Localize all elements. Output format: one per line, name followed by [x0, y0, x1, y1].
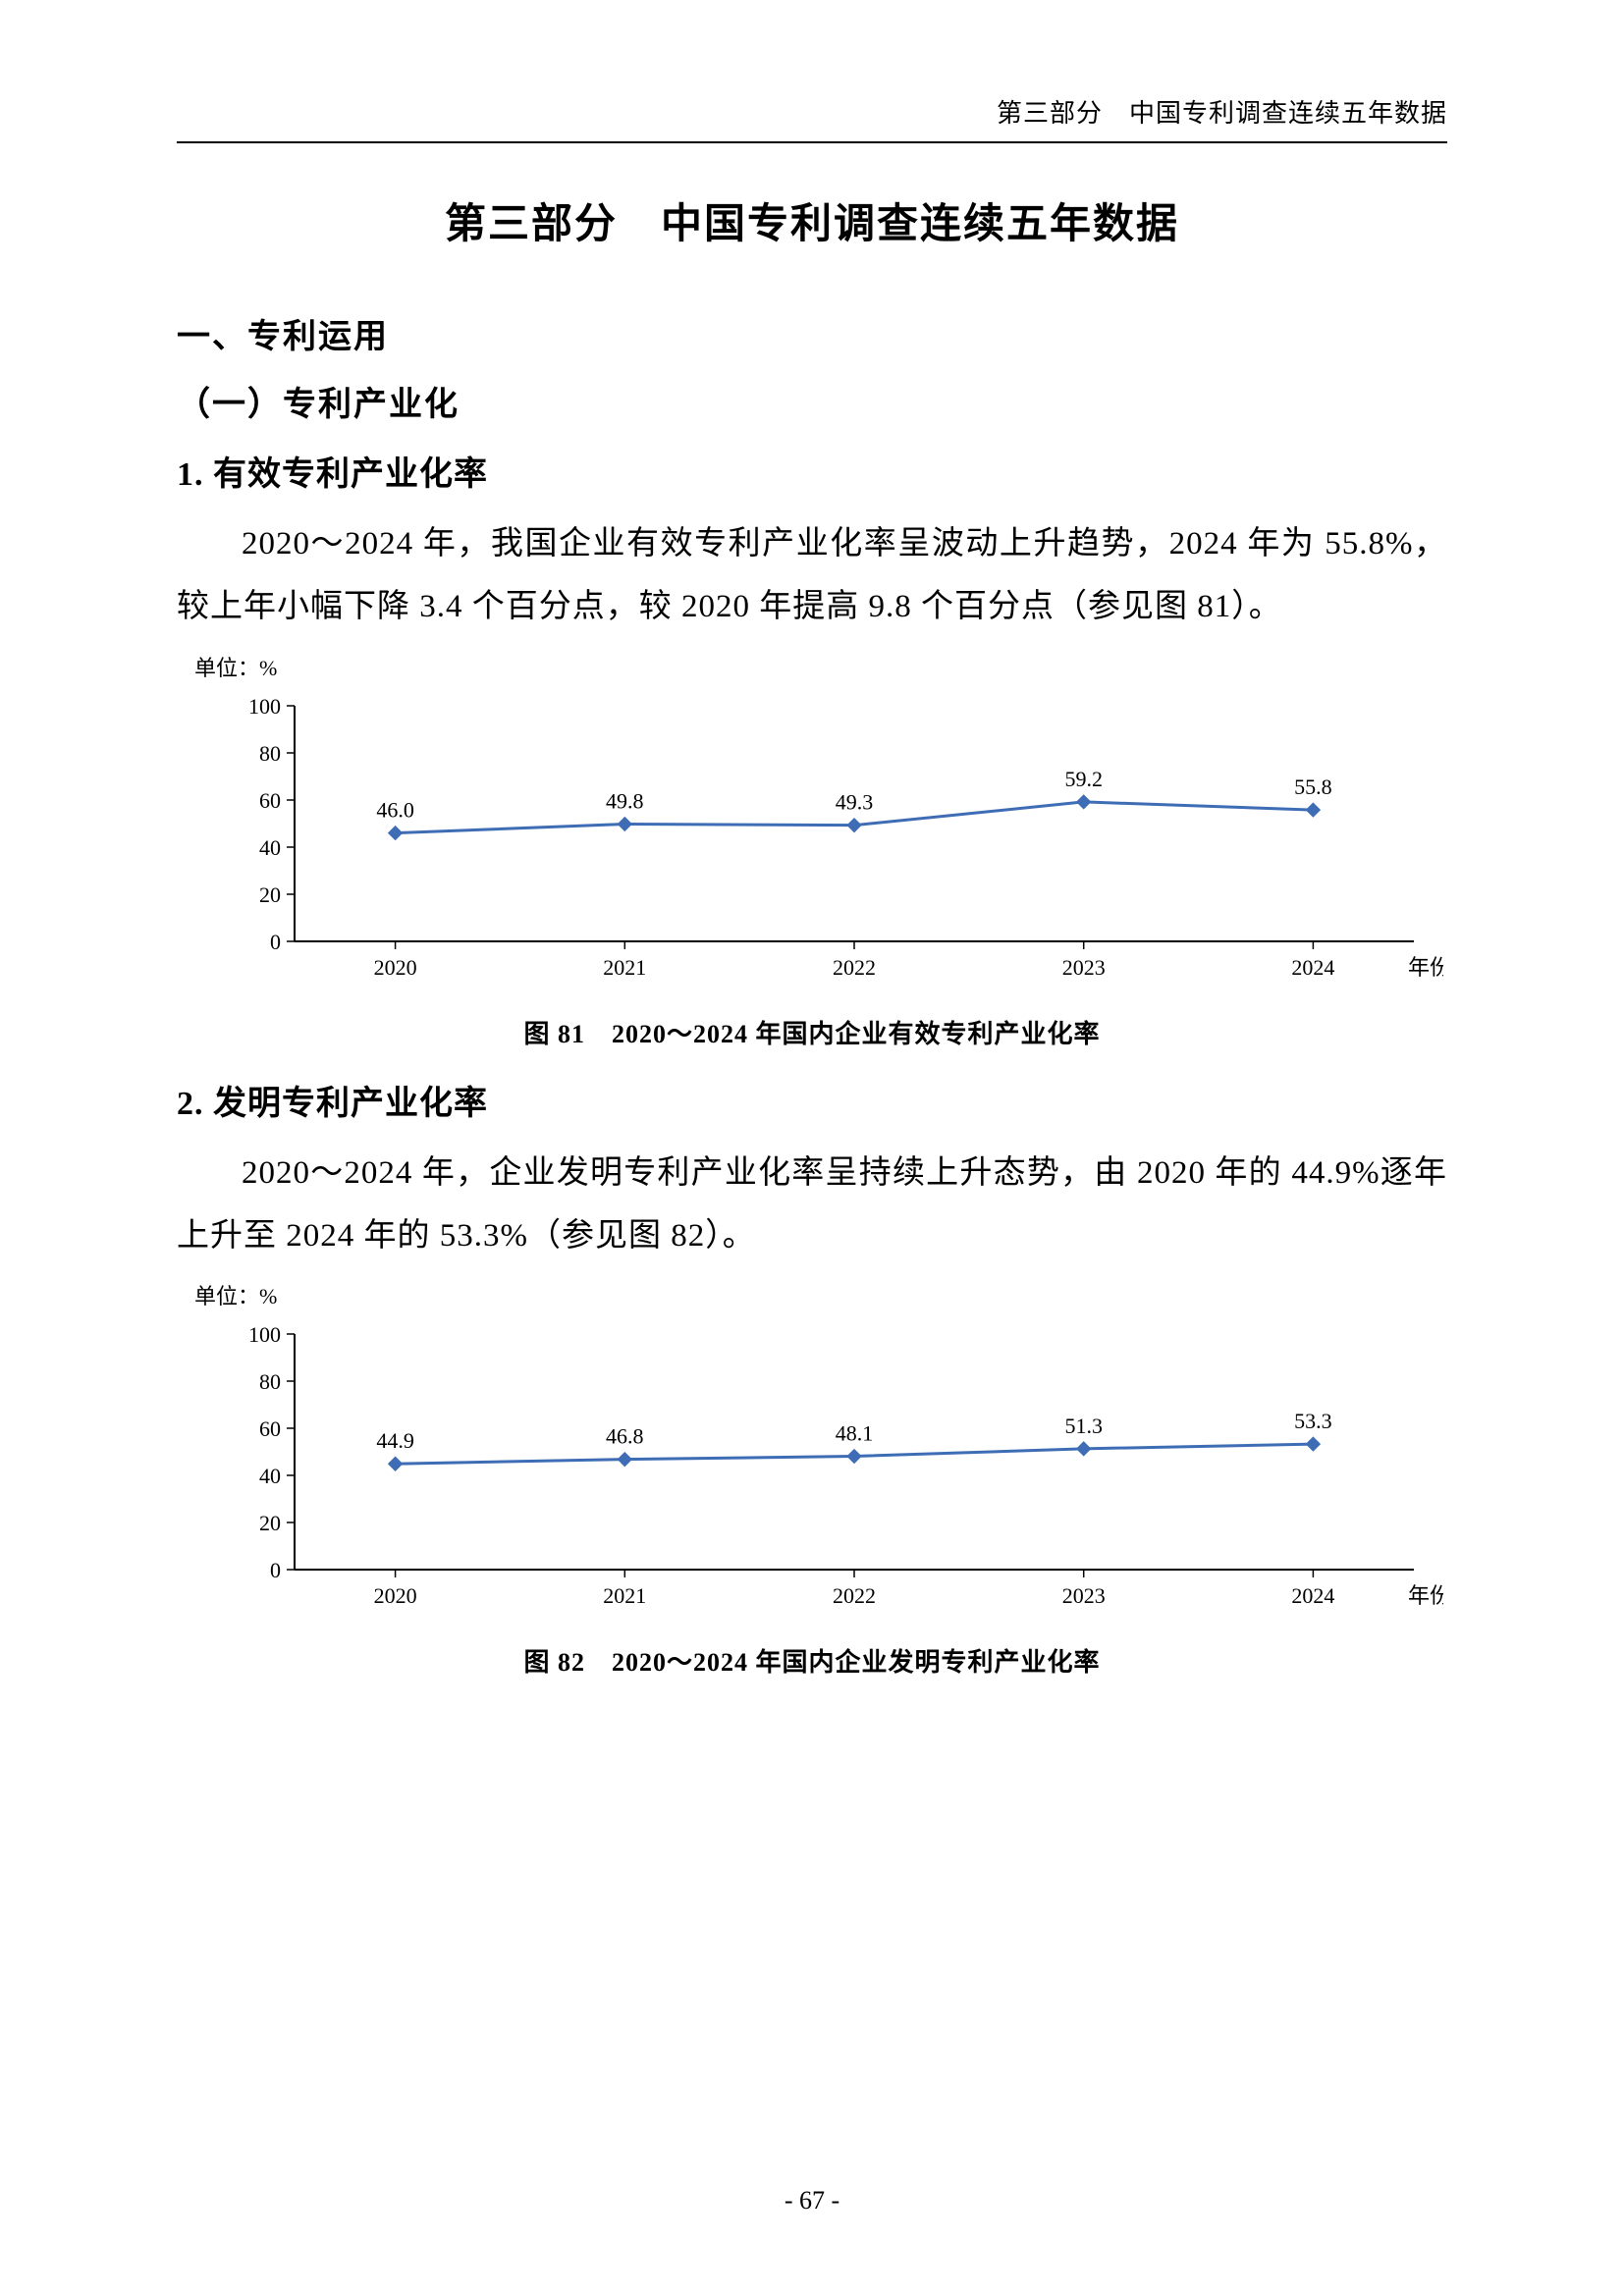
svg-text:100: 100	[248, 694, 281, 719]
svg-text:2021: 2021	[603, 955, 646, 980]
svg-text:2023: 2023	[1062, 955, 1106, 980]
svg-text:80: 80	[259, 1369, 281, 1394]
section-heading-1-1: （一）专利产业化	[177, 377, 1447, 425]
chart-82-caption: 图 82 2020～2024 年国内企业发明专利产业化率	[177, 1642, 1447, 1679]
svg-text:2024: 2024	[1291, 955, 1334, 980]
chart-82: 0 20 40 60 80 100 2020 2021 2022 2023 2024 年份 44.9 46…	[177, 1314, 1443, 1629]
chart-82-unit: 单位：%	[194, 1279, 1447, 1310]
paragraph-2: 2020～2024 年，企业发明专利产业化率呈持续上升态势，由 2020 年的 …	[177, 1142, 1447, 1268]
section-heading-1: 一、专利运用	[177, 309, 1447, 357]
svg-text:2024: 2024	[1291, 1583, 1334, 1608]
chart-81-unit: 单位：%	[194, 651, 1447, 682]
svg-text:100: 100	[248, 1322, 281, 1347]
svg-text:80: 80	[259, 741, 281, 766]
svg-text:55.8: 55.8	[1294, 774, 1332, 799]
svg-text:40: 40	[259, 835, 281, 860]
svg-text:0: 0	[270, 930, 281, 954]
svg-text:46.0: 46.0	[376, 797, 414, 822]
svg-text:2020: 2020	[374, 1583, 417, 1608]
svg-text:20: 20	[259, 882, 281, 907]
svg-text:44.9: 44.9	[376, 1429, 414, 1454]
page-title: 第三部分 中国专利调查连续五年数据	[177, 190, 1447, 250]
svg-text:年份: 年份	[1408, 1583, 1443, 1608]
svg-text:0: 0	[270, 1558, 281, 1582]
svg-text:46.8: 46.8	[606, 1424, 644, 1449]
chart-81: 0 20 40 60 80 100 2020 2021 2022 2023 2024 年份 46.0 49…	[177, 686, 1443, 1000]
svg-text:2022: 2022	[833, 955, 876, 980]
svg-text:48.1: 48.1	[836, 1421, 874, 1446]
svg-text:2023: 2023	[1062, 1583, 1106, 1608]
paragraph-1: 2020～2024 年，我国企业有效专利产业化率呈波动上升趋势，2024 年为 …	[177, 512, 1447, 639]
svg-text:20: 20	[259, 1511, 281, 1535]
svg-text:53.3: 53.3	[1294, 1409, 1332, 1433]
running-header: 第三部分 中国专利调查连续五年数据	[177, 93, 1447, 143]
svg-text:2022: 2022	[833, 1583, 876, 1608]
svg-text:60: 60	[259, 1416, 281, 1441]
svg-text:2021: 2021	[603, 1583, 646, 1608]
svg-text:49.8: 49.8	[606, 788, 644, 813]
page-number: - 67 -	[0, 2186, 1624, 2216]
svg-text:59.2: 59.2	[1064, 767, 1103, 791]
chart-81-wrap: 单位：% 0 20 40 60 80 100 2020 2021 2022 2023 2024 年份 4…	[177, 651, 1447, 1050]
chart-82-wrap: 单位：% 0 20 40 60 80 100 2020 2021 2022 2023 2024 年份 4…	[177, 1279, 1447, 1679]
svg-text:年份: 年份	[1408, 955, 1443, 980]
chart-81-caption: 图 81 2020～2024 年国内企业有效专利产业化率	[177, 1014, 1447, 1050]
svg-text:51.3: 51.3	[1064, 1414, 1103, 1438]
svg-text:49.3: 49.3	[836, 789, 874, 814]
svg-text:2020: 2020	[374, 955, 417, 980]
subheading-1: 1. 有效专利产业化率	[177, 447, 1447, 495]
svg-text:40: 40	[259, 1464, 281, 1488]
svg-text:60: 60	[259, 788, 281, 813]
subheading-2: 2. 发明专利产业化率	[177, 1076, 1447, 1124]
